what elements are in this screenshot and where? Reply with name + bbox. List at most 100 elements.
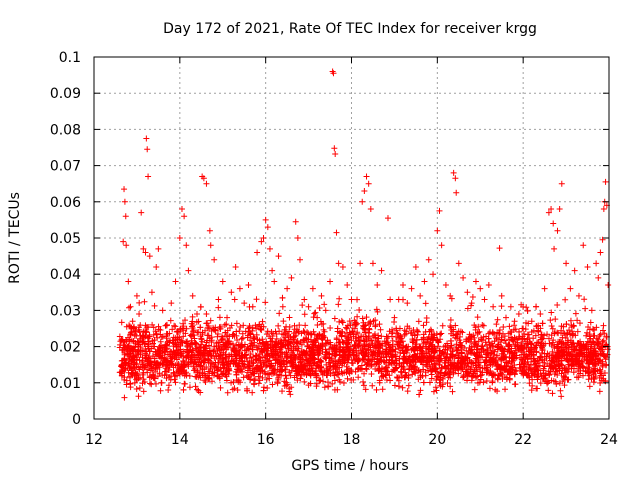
data-point-outlier [297,256,303,263]
data-point [294,371,301,378]
data-point [585,376,592,383]
data-point [545,335,552,342]
data-point [528,340,535,347]
data-point [490,347,497,354]
data-point [301,378,308,385]
data-point [194,386,201,393]
data-point-outlier [271,278,278,285]
data-point [476,349,483,356]
data-point-outlier [211,256,218,263]
data-point [471,334,478,341]
data-point [369,356,376,363]
data-point [127,331,134,338]
data-point [151,359,158,366]
data-point [474,379,481,386]
data-point [486,385,493,392]
data-point [275,374,282,381]
data-point [264,357,271,364]
data-point [493,321,500,328]
data-point-outlier [436,207,443,214]
data-point-outlier [545,209,552,216]
data-point [580,342,587,349]
data-point-outlier [301,296,308,303]
data-point [266,375,273,382]
data-point-outlier [249,303,256,310]
data-point [547,363,554,370]
data-point [251,381,258,388]
data-point [194,350,201,357]
data-point [223,377,230,384]
data-point [518,368,525,375]
data-point [304,329,311,336]
data-point [289,349,296,356]
data-point [379,372,386,379]
data-point [217,384,224,391]
data-point [567,317,574,324]
data-point [439,383,446,390]
data-point [537,353,544,360]
data-point [523,352,530,359]
data-point [146,373,153,380]
data-point [533,348,540,355]
data-point [572,310,579,317]
data-point-outlier [599,236,606,243]
data-point [163,335,170,342]
data-point [339,319,346,326]
data-point [182,317,189,324]
data-point [410,327,417,334]
data-point [279,341,286,348]
data-point [503,359,510,366]
data-point [406,325,413,332]
data-point [143,329,150,336]
data-point [455,344,462,351]
data-point [137,322,144,329]
data-point [310,314,317,321]
data-point [250,359,257,366]
data-point [333,349,340,356]
data-point [190,332,197,339]
data-point [163,375,170,382]
data-point-outlier [464,289,471,296]
data-point [539,320,546,327]
data-point [455,350,462,357]
data-point [563,321,570,328]
data-point [211,346,218,353]
data-point [295,328,302,335]
data-point [374,355,381,362]
data-point-outlier [275,253,282,260]
data-point [274,379,281,386]
data-point [406,353,413,360]
data-point [590,332,597,339]
data-point [172,323,179,330]
data-point [203,374,210,381]
data-point [365,346,372,353]
data-point [587,319,594,326]
data-point [462,354,469,361]
data-point [383,333,390,340]
data-point [127,384,134,391]
data-point [464,370,471,377]
data-point [262,299,269,306]
data-point [564,339,571,346]
data-point-outlier [260,235,267,241]
data-point [366,361,373,368]
x-tick-label: 20 [428,432,446,448]
data-point-outlier [563,260,570,267]
data-point [343,337,350,344]
data-point [200,349,207,356]
data-point [599,338,606,345]
y-tick-label: 0 [72,412,81,428]
data-point [362,321,369,328]
data-point [234,386,241,393]
data-point [378,353,385,360]
data-point [350,347,357,354]
data-point-outlier [314,314,321,321]
data-point [433,387,440,394]
data-point [281,326,288,333]
data-point [171,353,178,360]
data-point [354,329,361,336]
data-point [296,351,303,358]
data-point [339,338,346,345]
data-point [245,361,252,368]
